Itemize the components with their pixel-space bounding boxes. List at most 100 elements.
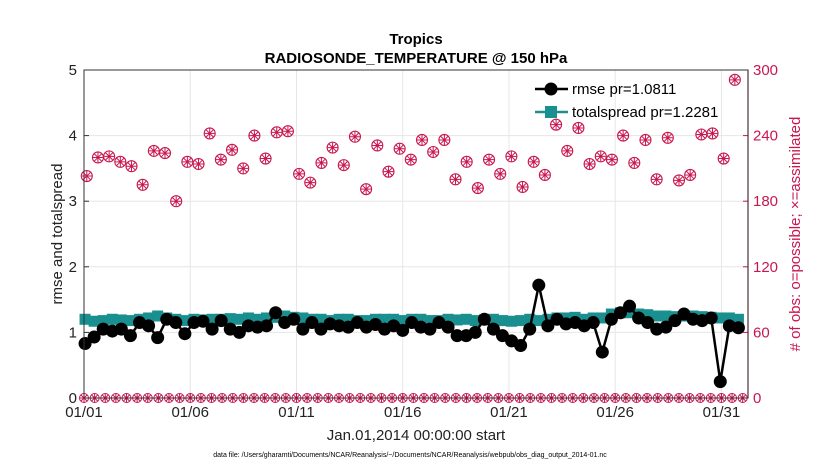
totalspread-point	[242, 312, 254, 324]
possible-obs-point	[438, 133, 451, 147]
assimilated-obs-point	[104, 151, 115, 162]
assimilated-obs-point	[584, 159, 595, 170]
y-left-axis-label: rmse and totalspread	[49, 164, 66, 305]
totalspread-point	[578, 313, 590, 325]
y-right-tick-label: 120	[753, 259, 778, 276]
assimilated-obs-point	[651, 174, 662, 185]
rmse-point	[151, 331, 165, 345]
totalspread-point	[279, 310, 291, 322]
series-layer	[78, 73, 748, 403]
assimilated-obs-point	[394, 143, 405, 154]
possible-obs-point	[628, 156, 641, 169]
rmse-point	[142, 319, 156, 333]
totalspread-point	[115, 314, 127, 326]
totalspread-point	[79, 313, 91, 325]
rmse-point	[623, 299, 637, 313]
possible-obs-point	[192, 157, 205, 171]
possible-obs-point	[404, 153, 417, 166]
possible-obs-point	[482, 153, 496, 166]
assimilated-obs-point	[495, 168, 506, 179]
possible-obs-point	[114, 155, 127, 168]
possible-obs-point	[248, 129, 261, 142]
rmse-point	[613, 306, 627, 320]
totalspread-point	[143, 312, 155, 324]
legend-totalspread-label: totalspread pr=1.2281	[572, 104, 718, 121]
assimilated-obs-point	[115, 156, 126, 167]
assimilated-obs-point	[450, 174, 461, 185]
rmse-point	[296, 322, 310, 336]
possible-obs-point	[326, 141, 339, 154]
assimilated-obs-point	[327, 142, 338, 153]
rmse-point	[305, 316, 319, 330]
assimilated-obs-point	[528, 156, 539, 167]
rmse-point	[269, 306, 283, 320]
rmse-point	[586, 316, 600, 330]
assimilated-obs-point	[338, 160, 349, 171]
possible-obs-point	[259, 152, 272, 165]
x-tick-labels: 01/01 01/06 01/11 01/16 01/21 01/26 01/31	[65, 404, 740, 421]
assimilated-obs-point	[361, 184, 372, 195]
totalspread-point	[97, 315, 109, 327]
assimilated-obs-point	[595, 151, 606, 162]
assimilated-obs-point	[673, 175, 684, 186]
rmse-point	[287, 312, 301, 326]
totalspread-point	[660, 310, 672, 322]
x-tick-label: 01/11	[278, 404, 314, 421]
y-left-tick-label: 1	[69, 324, 77, 341]
totalspread-point	[542, 313, 554, 325]
rmse-point	[87, 330, 101, 344]
rmse-point	[205, 322, 219, 336]
assimilated-obs-point	[640, 134, 651, 145]
possible-obs-point	[348, 130, 362, 143]
rmse-point	[468, 325, 482, 339]
chart-subtitle: RADIOSONDE_TEMPERATURE @ 150 hPa	[265, 50, 568, 67]
possible-obs-point	[494, 167, 507, 180]
totalspread-point	[333, 313, 345, 325]
possible-obs-point	[572, 121, 585, 134]
rmse-point	[486, 322, 500, 336]
rmse-point	[659, 320, 673, 334]
possible-obs-point	[471, 182, 484, 195]
possible-obs-point	[538, 168, 551, 182]
assimilated-obs-point	[372, 140, 383, 151]
totalspread-point	[624, 307, 636, 319]
rmse-point	[423, 322, 437, 336]
assimilated-obs-point	[517, 181, 528, 192]
y-left-tick-label: 4	[69, 128, 77, 145]
y-right-tick-label: 0	[753, 390, 761, 407]
assimilated-obs-point	[238, 163, 249, 174]
assimilated-obs-point	[551, 119, 562, 130]
rmse-point	[214, 314, 228, 328]
rmse-point	[441, 320, 455, 334]
rmse-point	[595, 345, 609, 359]
assimilated-obs-point	[81, 171, 92, 182]
possible-obs-point	[449, 173, 462, 186]
possible-obs-point	[706, 127, 719, 140]
possible-obs-point	[639, 133, 652, 147]
legend-rmse-marker	[544, 82, 558, 96]
possible-obs-point	[80, 170, 93, 183]
possible-obs-point	[203, 127, 216, 140]
y-right-tick-label: 180	[753, 193, 778, 210]
totalspread-point	[233, 313, 245, 325]
rmse-point	[396, 323, 410, 337]
footnote: data file: /Users/gharamti/Documents/NCA…	[213, 452, 607, 459]
legend: rmse pr=1.0811 totalspread pr=1.2281	[535, 81, 718, 121]
totalspread-point	[723, 312, 735, 324]
rmse-point	[514, 339, 528, 353]
assimilated-obs-point	[271, 127, 282, 138]
totalspread-point	[506, 315, 518, 327]
totalspread-point	[124, 315, 136, 327]
assimilated-obs-point	[92, 152, 103, 163]
totalspread-point	[88, 315, 100, 327]
x-tick-label: 01/06	[171, 404, 209, 421]
totalspread-point	[206, 313, 218, 325]
totalspread-point	[515, 315, 527, 327]
possible-obs-point	[527, 155, 540, 168]
totalspread-point	[251, 313, 263, 325]
assimilated-obs-point	[416, 134, 427, 145]
y-left-tick-label: 3	[69, 193, 77, 210]
y-right-tick-labels: 0 60 120 180 240 300	[753, 62, 778, 407]
assimilated-obs-point	[126, 161, 137, 172]
